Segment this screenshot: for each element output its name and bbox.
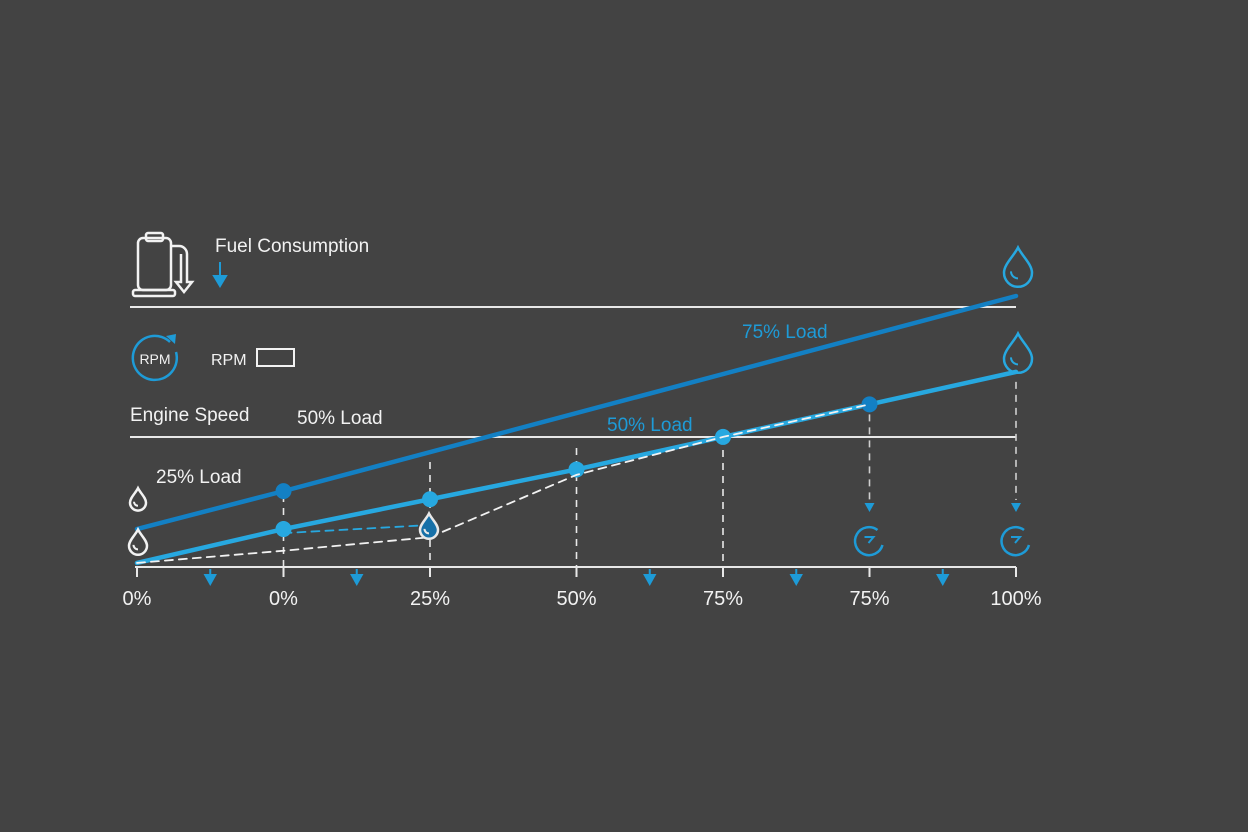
x-tick-label: 50%	[556, 588, 596, 610]
load-25-label: 25% Load	[156, 467, 242, 488]
x-tick-label: 0%	[123, 588, 152, 610]
x-tick-label: 100%	[990, 588, 1041, 610]
fuel-consumption-label: Fuel Consumption	[215, 236, 369, 257]
data-point	[275, 521, 292, 538]
data-point	[568, 461, 585, 478]
speedometer-icon	[853, 525, 884, 557]
series-line	[136, 403, 871, 564]
series-line	[282, 524, 431, 535]
speedometer-icon	[1000, 525, 1031, 557]
arrow-down-icon	[643, 569, 657, 587]
svg-text:RPM: RPM	[139, 351, 170, 367]
series-label-50: 50% Load	[607, 415, 693, 436]
series-label-75: 75% Load	[742, 322, 828, 343]
rpm-label: RPM	[211, 352, 247, 369]
fuel-pump-icon	[131, 231, 195, 298]
arrow-down-icon	[350, 569, 364, 587]
engine-speed-label: Engine Speed	[130, 405, 249, 426]
speedometer-needle	[1011, 536, 1023, 544]
arrow-down-icon	[936, 569, 950, 587]
fuel-drop-icon	[418, 510, 440, 541]
fuel-drop-icon-shine	[1010, 271, 1019, 280]
fuel-drop-icon-shine	[132, 544, 139, 551]
fuel-drop-icon	[128, 485, 148, 512]
arrow-down-icon	[212, 262, 228, 288]
load-50-header: 50% Load	[297, 408, 383, 429]
arrow-down-icon	[864, 503, 875, 512]
fuel-drop-icon	[127, 526, 149, 557]
x-tick-label: 75%	[703, 588, 743, 610]
fuel-drop-icon-shine	[423, 528, 430, 535]
fuel-drop-icon-shine	[1010, 357, 1019, 366]
series-line	[134, 293, 1019, 532]
x-tick-label: 25%	[410, 588, 450, 610]
x-tick-label: 75%	[849, 588, 889, 610]
data-point	[861, 396, 878, 413]
rpm-gauge-icon: RPM	[131, 334, 178, 382]
arrow-down-icon	[789, 569, 803, 587]
data-point	[422, 491, 438, 508]
arrow-down-icon	[203, 569, 217, 587]
rpm-swatch	[256, 348, 295, 367]
fuel-drop-icon	[1002, 244, 1034, 288]
arrow-down-icon	[1011, 503, 1021, 512]
x-tick-label: 0%	[269, 588, 298, 610]
data-point	[275, 483, 292, 500]
speedometer-needle	[864, 536, 876, 544]
fuel-drop-icon	[1002, 330, 1034, 374]
fuel-drop-icon-shine	[133, 501, 139, 507]
